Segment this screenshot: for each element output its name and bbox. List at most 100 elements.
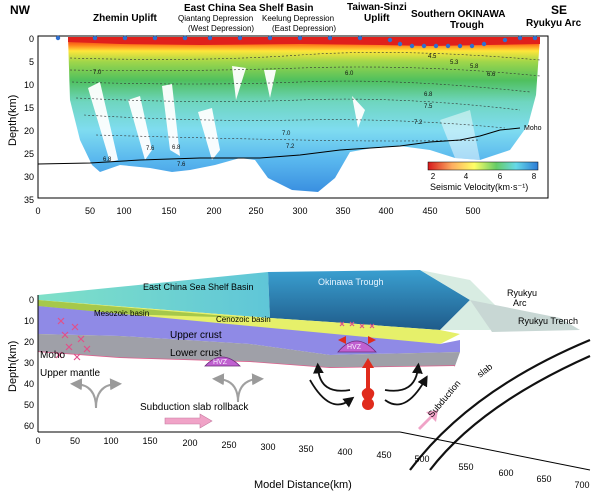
moho-line-top [37,127,521,165]
y-tick-label: 5 [29,57,34,67]
extension-arrows [338,336,376,344]
magmatic-crosses-west [55,317,91,361]
label-se: SE [551,3,567,17]
label-southern-okinawa: Southern OKINAWA [411,9,505,20]
label-ryukyu-arc: Ryukyu Arc [526,18,582,29]
bottom-x-axis-line-right [399,431,591,471]
gray-flow-arrows [70,373,264,409]
contour-label: 7.2 [414,120,423,126]
top-y-ticks: 0 5 10 15 20 25 30 35 [24,34,34,205]
x-tick-label: 600 [498,468,513,478]
x-tick-label: 150 [161,206,176,216]
label-hvz-west: HVZ [213,359,228,366]
contour-label: 6.8 [103,157,112,163]
label-keelung: Keelung Depression [262,14,334,23]
rollback-arrow [164,413,213,429]
contour-label: 6.0 [345,71,354,77]
label-east-depression: (East Depression) [272,24,336,33]
y-tick-label: 30 [24,358,34,368]
x-tick-label: 450 [376,450,391,460]
contour-label: 7.6 [177,162,186,168]
x-tick-label: 350 [335,206,350,216]
x-tick-label: 200 [206,206,221,216]
label-ecs-basin: East China Sea Shelf Basin [184,3,314,14]
y-tick-label: 50 [24,400,34,410]
y-tick-label: 0 [29,34,34,44]
label-upper-crust: Upper crust [170,330,222,341]
bottom-panel: East China Sea Shelf Basin Okinawa Troug… [7,270,591,491]
x-tick-label: 250 [221,440,236,450]
mantle-flow-arrows [309,362,428,408]
x-tick-label: 350 [298,444,313,454]
label-trough: Trough [450,20,484,31]
y-tick-label: 0 [29,295,34,305]
x-tick-label: 450 [422,206,437,216]
label-slab: slab [475,362,494,380]
magmatic-crosses-east [339,321,375,329]
contour-label: 6.6 [487,72,496,78]
velocity-model [68,37,540,192]
x-tick-label: 250 [248,206,263,216]
contour-label: 5.8 [470,64,479,70]
contour-label: 7.6 [146,146,155,152]
hvz-body-east [337,340,377,353]
bottom-y-ticks: 0 10 20 30 40 50 60 [24,295,34,431]
label-cenozoic: Cenozoic basin [216,315,271,324]
upwelling-head [362,398,374,410]
y-tick-label: 60 [24,421,34,431]
label-ryukyu-trench: Ryukyu Trench [518,316,578,326]
label-ecs-basin-bottom: East China Sea Shelf Basin [143,282,254,292]
bottom-x-axis-label: Model Distance(km) [254,479,352,491]
label-arc: Arc [513,298,527,308]
bottom-y-axis-label: Depth(km) [7,341,19,392]
x-tick-label: 550 [458,462,473,472]
x-tick-label: 100 [103,436,118,446]
x-tick-label: 300 [260,442,275,452]
label-nw: NW [10,3,31,17]
label-mesozoic: Mesozoic basin [94,309,149,318]
moho-label-top: Moho [524,125,542,132]
y-tick-label: 25 [24,149,34,159]
y-tick-label: 20 [24,337,34,347]
x-tick-label: 0 [35,436,40,446]
bottom-x-ticks: 0 50 100 150 200 250 300 350 400 450 500… [35,436,589,490]
x-tick-label: 100 [116,206,131,216]
slab-motion-arrow [418,410,438,430]
subduction-slab [409,338,591,471]
upper-mantle [38,352,455,430]
label-okinawa-trough: Okinawa Trough [318,277,384,287]
contour-label: 6.8 [172,145,181,151]
label-moho-bottom: Moho [40,350,65,361]
colorbar-tick: 8 [532,172,537,181]
top-x-ticks: 0 50 100 150 200 250 300 350 400 450 500 [35,206,480,216]
mesozoic-basin [38,300,250,318]
contour-value-labels: 7.0 6.8 7.6 6.8 7.6 7.0 7.2 6.0 4.5 5.3 … [93,54,496,168]
velocity-colorbar: 2 4 6 8 Seismic Velocity(km·s⁻¹) [427,161,539,192]
colorbar-gradient [427,161,539,171]
label-qiantang: Qiantang Depression [178,14,253,23]
trench-surface [470,300,580,332]
upwelling-arrow [361,358,375,400]
x-tick-label: 0 [35,206,40,216]
y-tick-label: 10 [24,80,34,90]
top-panel: NW SE Zhemin Uplift East China Sea Shelf… [7,2,582,216]
x-tick-label: 650 [536,474,551,484]
contour-label: 7.0 [282,131,291,137]
y-tick-label: 35 [24,195,34,205]
x-tick-label: 150 [142,436,157,446]
y-tick-label: 10 [24,316,34,326]
colorbar-tick: 6 [498,172,503,181]
y-tick-label: 15 [24,103,34,113]
contour-label: 7.0 [93,70,102,76]
okinawa-trough-surface [268,270,470,330]
lower-crust [38,334,460,368]
label-taiwan-sinzi: Taiwan-Sinzi [347,2,407,13]
y-tick-label: 20 [24,126,34,136]
label-rollback: Subduction slab rollback [140,402,249,413]
x-tick-label: 400 [337,447,352,457]
contour-label: 7.2 [286,144,295,150]
ocean-bottom-stations [55,35,538,49]
colorbar-label: Seismic Velocity(km·s⁻¹) [430,182,528,192]
label-upper-mantle: Upper mantle [40,368,100,379]
